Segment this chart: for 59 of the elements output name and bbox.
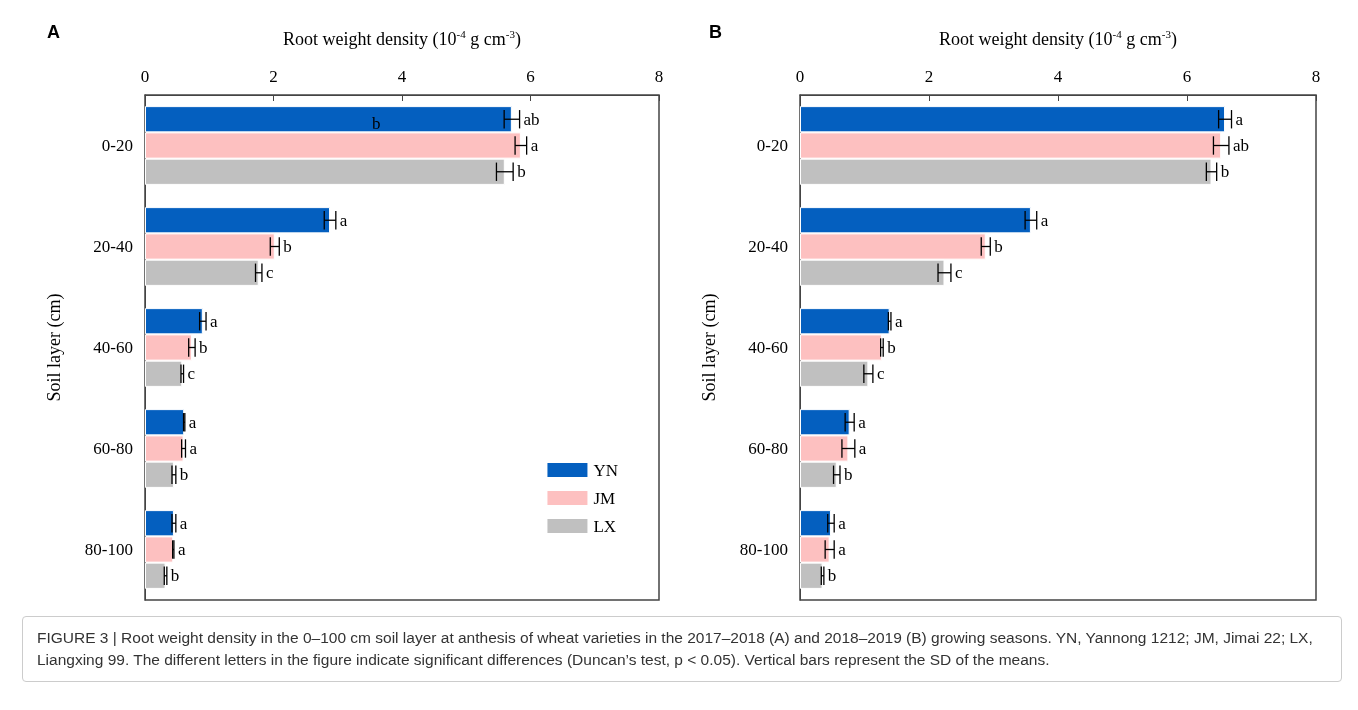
data-label: b: [827, 566, 837, 586]
data-label: ab: [1232, 136, 1249, 155]
data-label: a: [838, 513, 847, 533]
data-label: b: [517, 162, 526, 182]
data-label: a: [188, 412, 197, 432]
y-tick-label: 80-100: [84, 540, 133, 559]
y-axis-title: Soil layer (cm): [699, 293, 720, 402]
data-label: a: [530, 136, 539, 155]
chart-title: B: [709, 22, 722, 42]
legend-label: YN: [593, 460, 619, 480]
y-axis-title: Soil layer (cm): [44, 293, 65, 402]
y-tick-label: 0-20: [101, 136, 133, 155]
y-tick-label: 20-40: [93, 237, 133, 256]
x-tick-label: 0: [140, 67, 150, 86]
y-tick-label: 40-60: [748, 338, 788, 357]
data-label: a: [189, 439, 198, 458]
x-tick-label: 8: [1311, 67, 1321, 86]
data-label: c: [954, 263, 963, 283]
legend-label: LX: [593, 516, 617, 536]
data-label: c: [187, 364, 196, 384]
data-label: b: [994, 237, 1003, 256]
y-tick-label: 20-40: [748, 237, 788, 256]
data-label: b: [1220, 162, 1230, 182]
data-label: c: [265, 263, 274, 283]
x-tick-label: 8: [654, 67, 664, 86]
annotation: b: [372, 113, 381, 133]
data-label: b: [843, 465, 853, 485]
data-label: a: [179, 513, 188, 533]
data-label: a: [838, 540, 847, 559]
y-tick-label: 0-20: [756, 136, 788, 155]
legend-label: JM: [593, 488, 616, 508]
data-label: b: [887, 338, 896, 357]
data-label: b: [283, 237, 292, 256]
x-tick-label: 0: [795, 67, 805, 86]
data-label: a: [1235, 109, 1244, 129]
chart-title: A: [47, 22, 60, 42]
data-label: a: [210, 311, 219, 331]
data-label: a: [339, 210, 348, 230]
data-label: a: [858, 412, 867, 432]
x-tick-label: 2: [924, 67, 934, 86]
x-tick-label: 4: [1053, 67, 1063, 86]
y-tick-label: 60-80: [748, 439, 788, 458]
data-label: c: [876, 364, 885, 384]
caption: FIGURE 3 | Root weight density in the 0–100 cm soil layer at anthesis of wheat varieties in the 2017–2018 (A) and 2018–2019 (B) growing seasons. YN, Yannong 1212; JM, Jimai 22; LX, Liangxing 99. The different letters in the figure indicate significant differences (Duncan’s test, p < 0.05). Vertical bars represent the SD of the means.: [22, 616, 1342, 682]
data-label: b: [170, 566, 180, 586]
x-tick-label: 6: [1182, 67, 1192, 86]
x-tick-label: 6: [526, 67, 535, 86]
x-tick-label: 2: [269, 67, 278, 86]
data-label: a: [177, 540, 186, 559]
data-label: a: [1040, 210, 1049, 230]
data-label: a: [894, 311, 903, 331]
data-label: a: [858, 439, 867, 458]
data-label: b: [179, 465, 189, 485]
data-label: ab: [523, 109, 540, 129]
y-tick-label: 40-60: [93, 338, 133, 357]
x-tick-label: 4: [397, 67, 407, 86]
y-tick-label: 80-100: [739, 540, 788, 559]
y-tick-label: 60-80: [93, 439, 133, 458]
data-label: b: [199, 338, 208, 357]
